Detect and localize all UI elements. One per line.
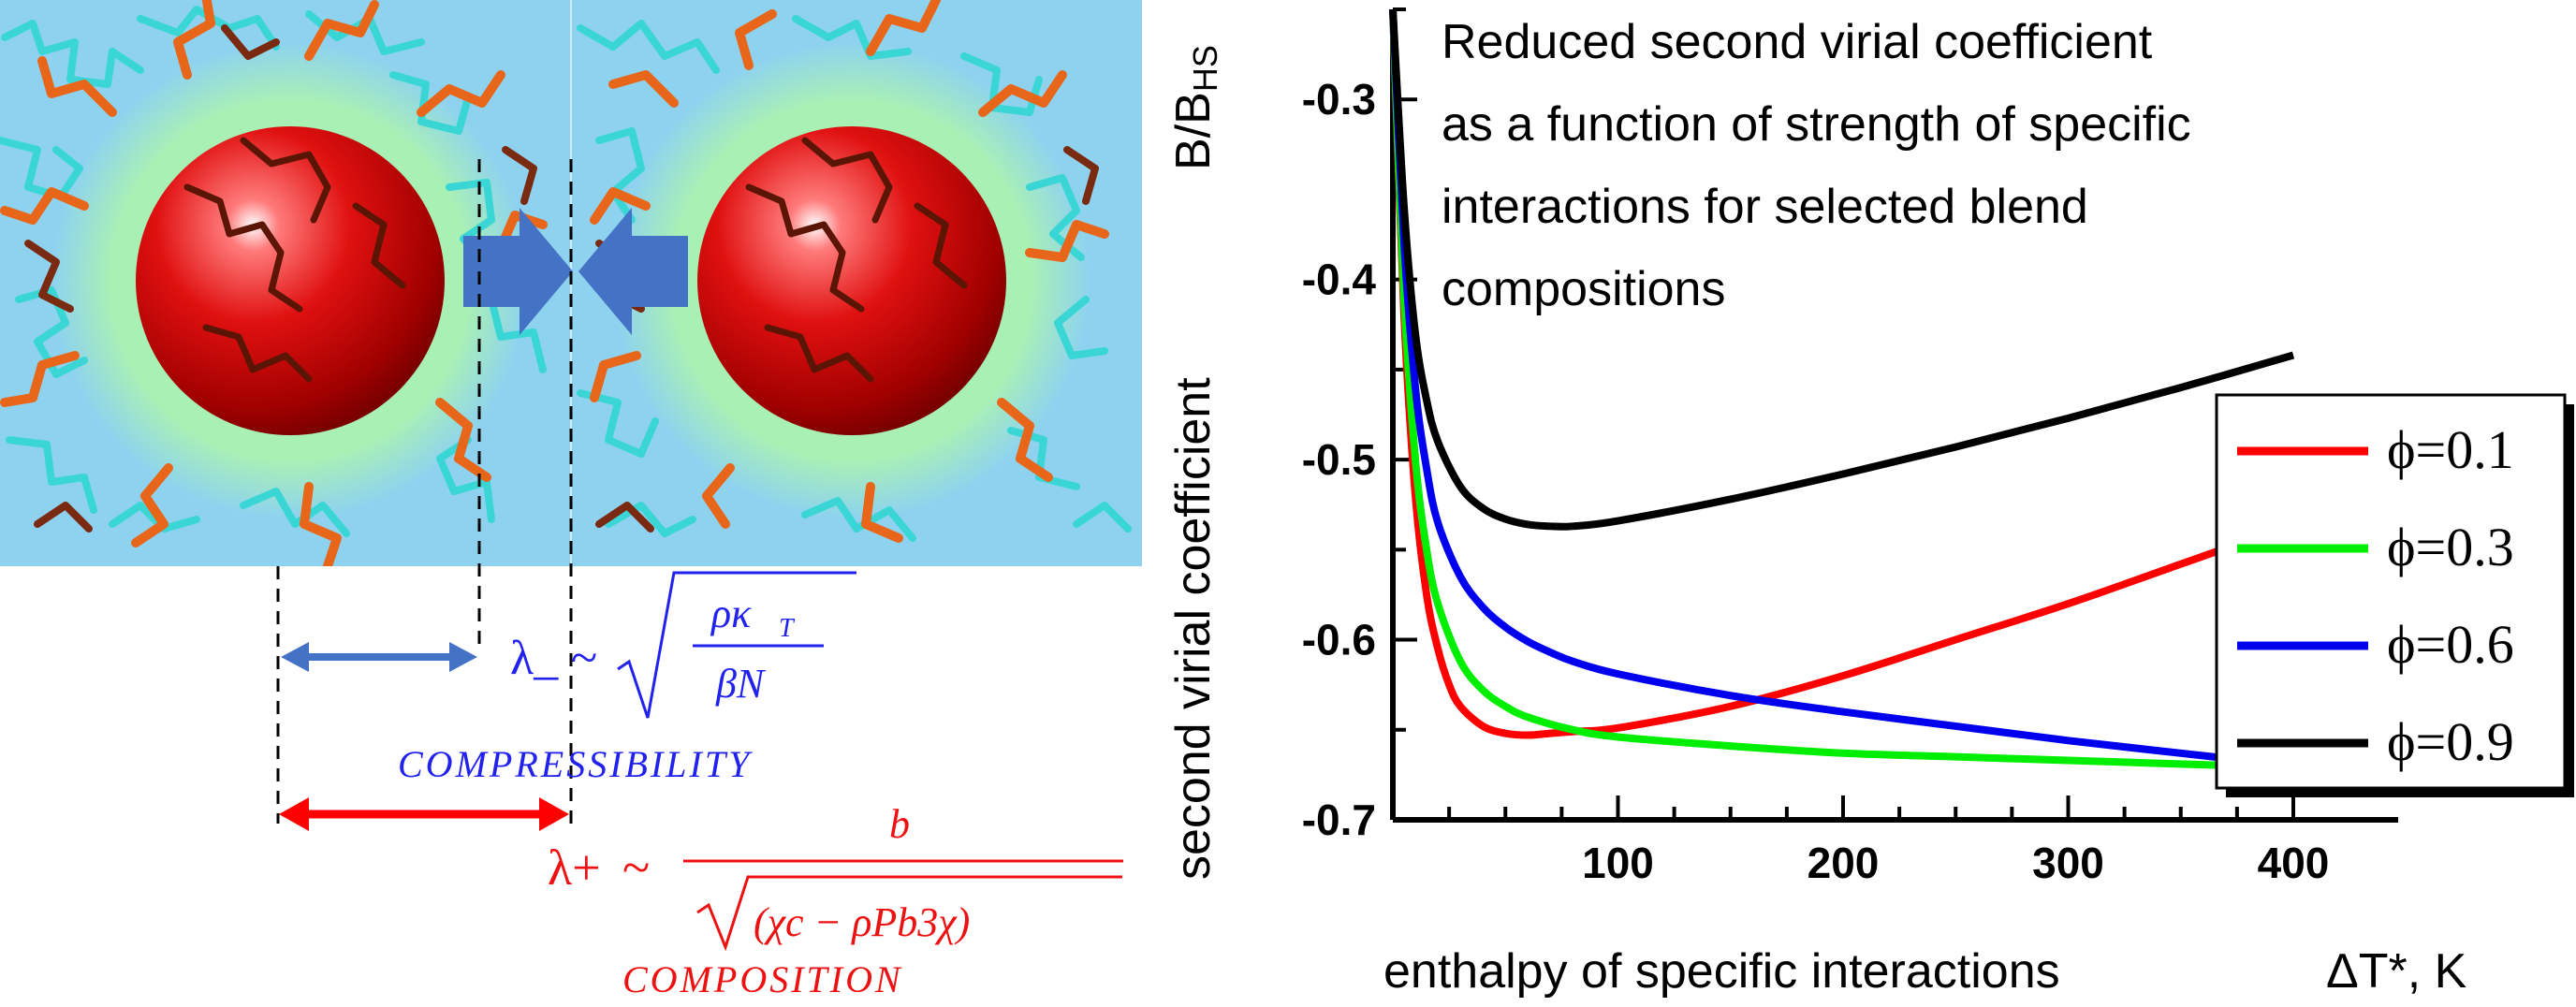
x-tick-label: 200: [1808, 839, 1880, 887]
cyan-polymer-chains: [0, 6, 1132, 542]
formula-minus-numerator-sub: T: [779, 614, 796, 643]
y-tick-label: -0.7: [1302, 795, 1376, 844]
compressibility-label: COMPRESSIBILITY: [398, 743, 753, 785]
tilde-minus: ~: [571, 632, 597, 685]
y-axis-label: second virial coefficient: [1166, 377, 1221, 880]
legend-label: ϕ=0.3: [2387, 517, 2514, 577]
series-curves: [1389, 8, 2295, 772]
formula-plus-denominator: (χc − ρPb3χ): [754, 899, 970, 945]
polymer-blend-illustration: λ_ ~ ρκ T βN COMPRESSIBILITY λ+ ~ b (χc …: [0, 0, 1142, 1000]
approach-arrow-right: [463, 208, 573, 335]
chains-on-particles: [183, 137, 968, 383]
virial-coefficient-chart: 100 200 300 400 -0.3 -0.4 -0.5 -0.6 -0.7 Reduced…: [1166, 7, 2574, 999]
formula-minus-numerator: ρκ: [710, 591, 752, 636]
y-tick-label: -0.6: [1302, 616, 1376, 664]
nanoparticle-right: [697, 126, 1006, 435]
series-line-1: [1389, 8, 2295, 739]
y-tick-label: -0.4: [1302, 255, 1377, 304]
orange-polymer-chains: [0, 0, 1109, 566]
sqrt-sign-plus: [696, 875, 1122, 952]
compressibility-length-arrow: [281, 642, 477, 672]
y-tick-label: -0.5: [1302, 435, 1376, 484]
dashed-guide-lines: [276, 159, 573, 824]
x-tick-label: 400: [2258, 839, 2330, 887]
legend: ϕ=0.1 ϕ=0.3 ϕ=0.6 ϕ=0.9: [2215, 393, 2574, 797]
lambda-minus-symbol: λ_: [510, 632, 559, 685]
x-axis-symbol: ΔT*, K: [2326, 944, 2467, 999]
legend-label: ϕ=0.1: [2387, 419, 2514, 480]
y-tick-label: -0.3: [1302, 75, 1376, 124]
sqrt-sign-minus: [617, 571, 856, 719]
y-axis-symbol-main: B/B: [1166, 92, 1221, 170]
series-line-3: [1389, 8, 2294, 770]
chart-title-line-4: compositions: [1442, 262, 1725, 316]
legend-box: [2215, 393, 2567, 790]
formula-plus-numerator: b: [889, 801, 910, 847]
chart-title-line-1: Reduced second virial coefficient: [1442, 15, 2153, 69]
legend-label: ϕ=0.6: [2387, 614, 2514, 675]
chart-title-line-2: as a function of strength of specific: [1442, 97, 2191, 152]
series-line-4: [1389, 8, 2295, 531]
series-line-2: [1389, 8, 2294, 772]
chart-title: Reduced second virial coefficient as a f…: [1442, 15, 2204, 316]
x-tick-label: 300: [2032, 839, 2104, 887]
legend-label: ϕ=0.9: [2387, 711, 2514, 772]
y-axis-symbol: B/BHS: [1166, 45, 1224, 170]
formula-minus-denominator: βN: [715, 661, 767, 707]
approach-arrow-left: [578, 208, 688, 335]
lambda-plus-symbol: λ+: [548, 839, 601, 896]
tilde-plus: ~: [622, 839, 650, 896]
nanoparticle-left: [136, 126, 445, 435]
axis-tick-labels: 100 200 300 400 -0.3 -0.4 -0.5 -0.6 -0.7: [1302, 75, 2330, 887]
x-tick-label: 100: [1582, 839, 1654, 887]
chart-title-line-3: interactions for selected blend: [1442, 180, 2088, 234]
composition-length-arrow: [279, 797, 569, 831]
x-axis-label: enthalpy of specific interactions: [1383, 944, 2060, 999]
composition-label: COMPOSITION: [622, 958, 903, 1000]
y-axis-symbol-sub: HS: [1186, 45, 1224, 92]
